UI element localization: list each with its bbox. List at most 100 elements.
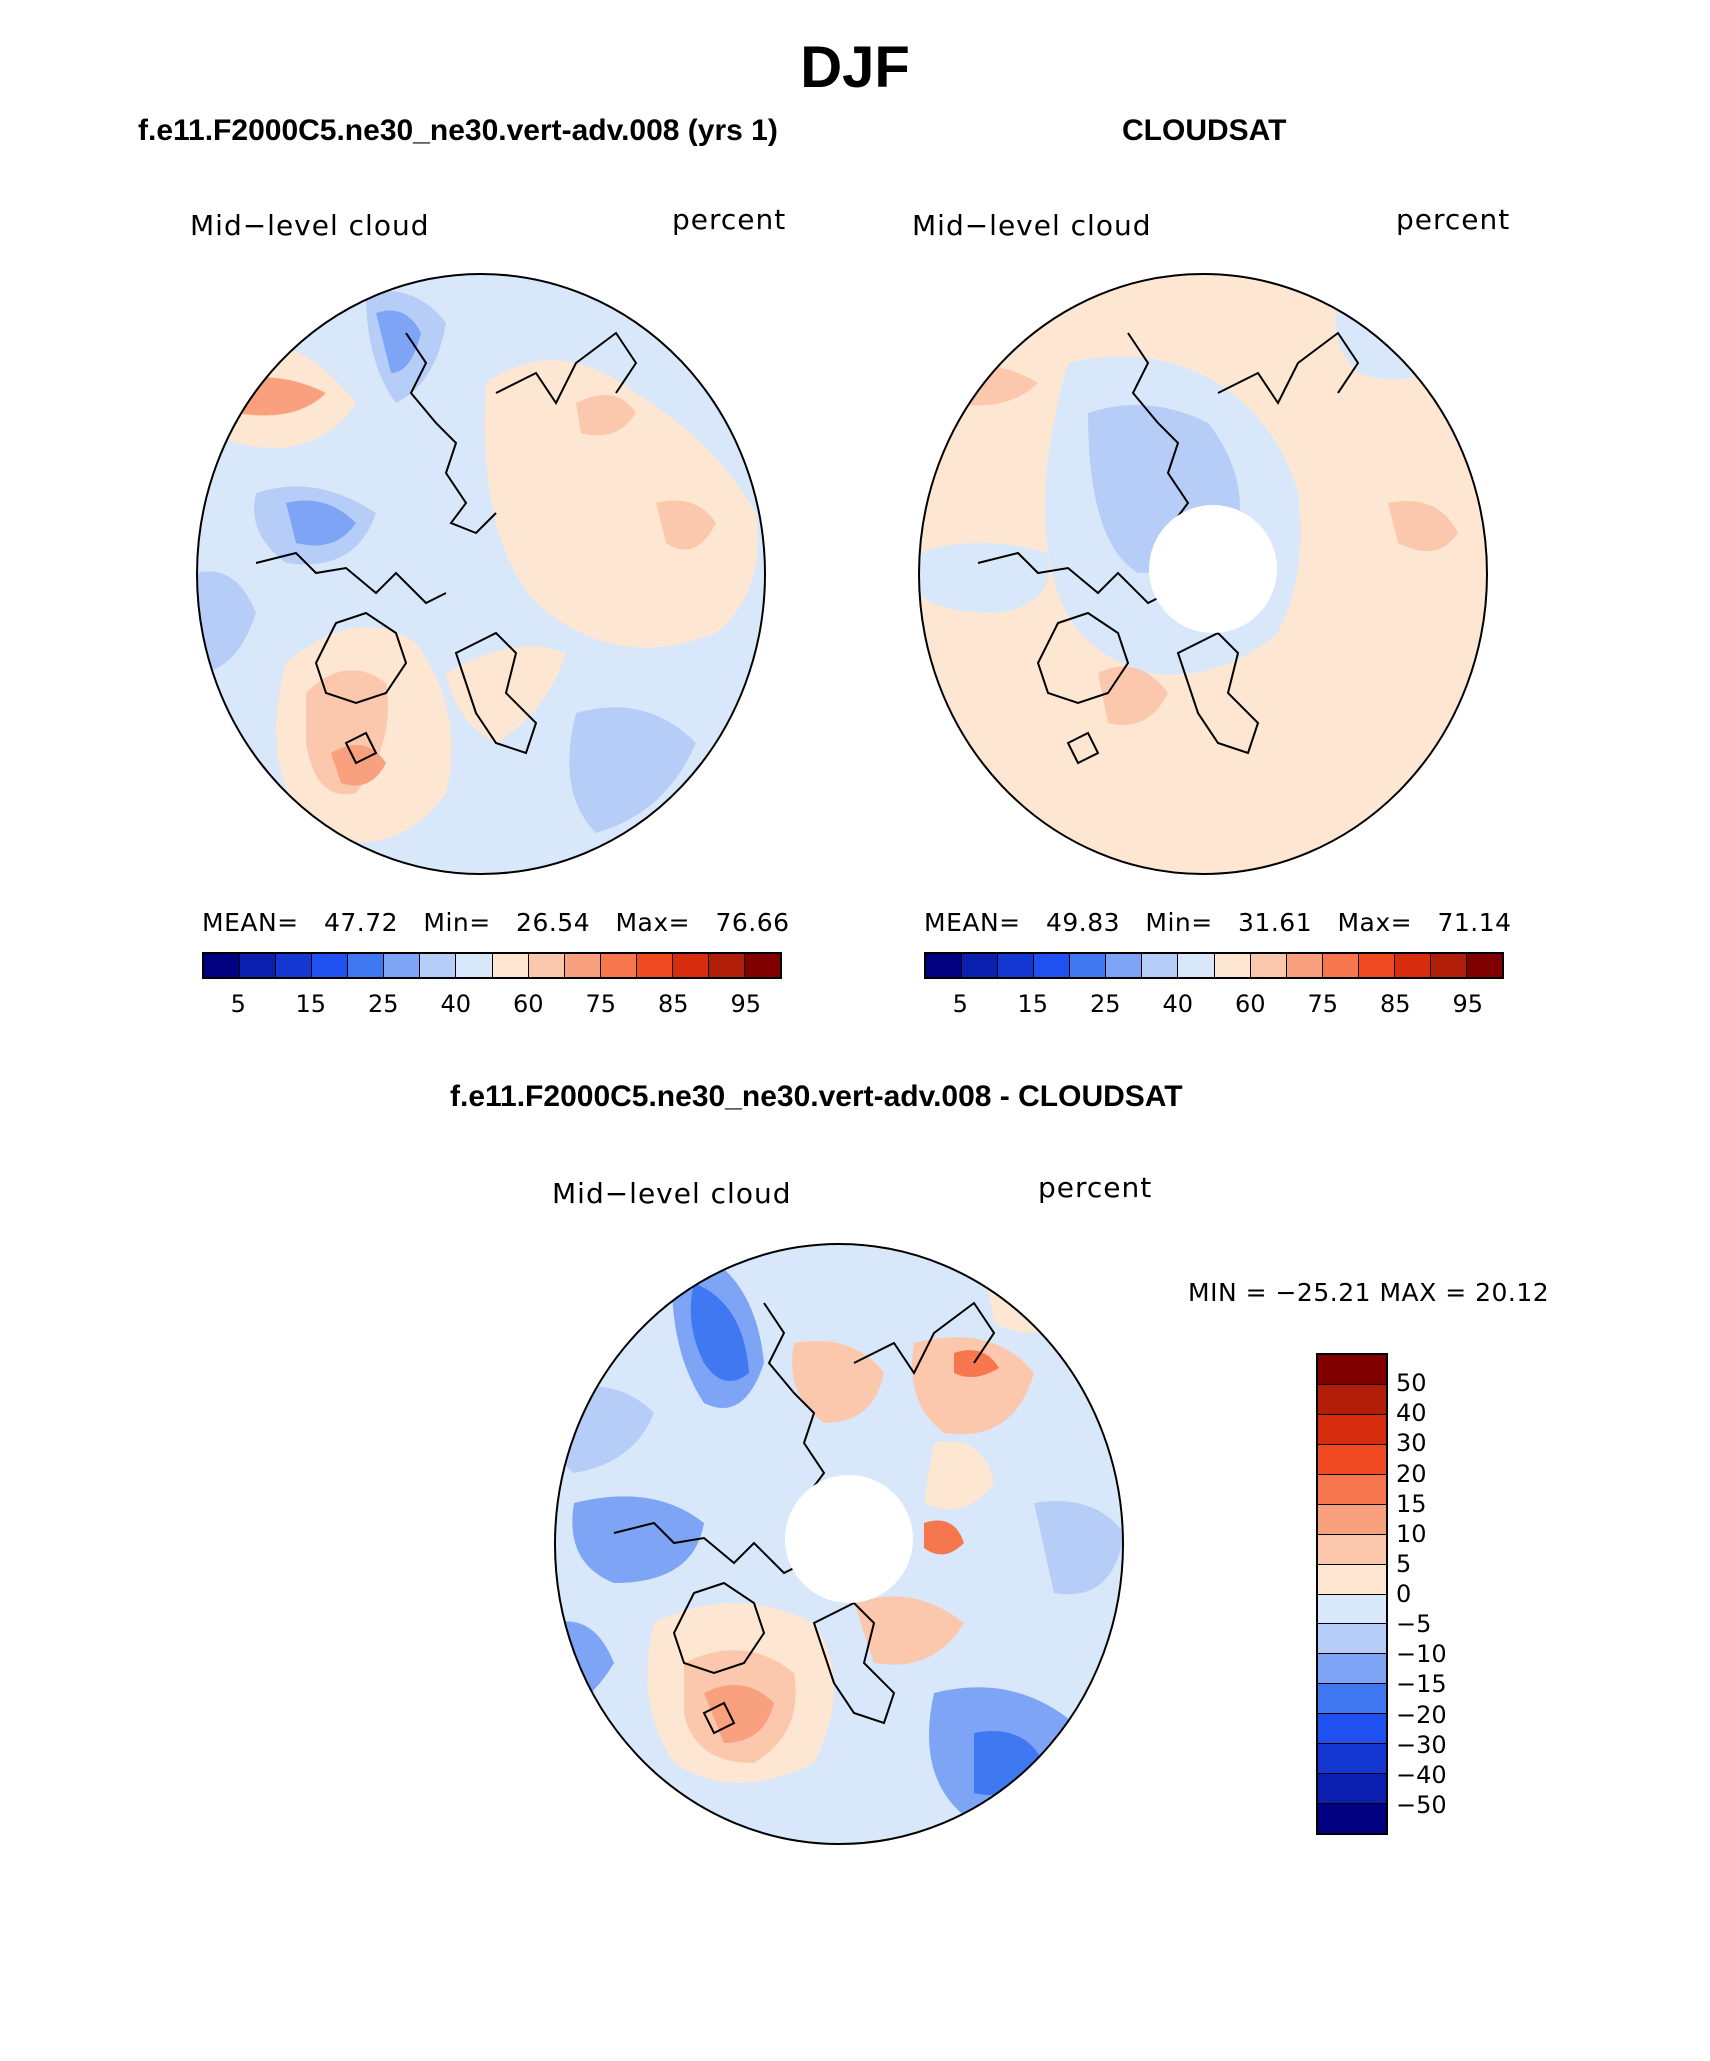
- panel-diff-title: f.e11.F2000C5.ne30_ne30.vert-adv.008 - C…: [450, 1080, 1183, 1113]
- panel-model-colorbar-tick-label: 25: [367, 990, 399, 1018]
- panel-model-mean-label: MEAN=: [202, 908, 299, 937]
- panel-model-colorbar-swatch: [348, 954, 385, 977]
- panel-model-colorbar-swatch: [564, 954, 601, 977]
- panel-diff-colorbar-tick-label: −50: [1396, 1790, 1447, 1819]
- panel-obs-colorbar-swatch: [1214, 954, 1251, 977]
- panel-obs-colorbar-tick-label: 60: [1234, 990, 1266, 1018]
- panel-model-units-label: percent: [672, 203, 787, 236]
- panel-diff-colorbar-swatch: [1318, 1654, 1386, 1685]
- panel-model-field: [197, 274, 765, 874]
- panel-diff-colorbar-tick-label: 50: [1396, 1369, 1427, 1398]
- panel-diff-colorbar-swatch: [1318, 1684, 1386, 1715]
- panel-obs-polar-map: [918, 273, 1488, 875]
- panel-diff-colorbar-tick-label: −20: [1396, 1700, 1447, 1729]
- panel-model-mean-value: 47.72: [323, 908, 399, 937]
- panel-model-colorbar-swatch: [492, 954, 529, 977]
- panel-model-colorbar-swatch: [636, 954, 673, 977]
- panel-obs-colorbar-swatch: [1142, 954, 1179, 977]
- panel-obs-colorbar-swatch: [926, 954, 963, 977]
- panel-model-map-border: [196, 273, 766, 875]
- panel-obs-min-value: 31.61: [1238, 908, 1313, 937]
- panel-model-colorbar: [202, 952, 782, 979]
- panel-obs-colorbar-swatch: [1466, 954, 1502, 977]
- panel-model-colorbar-tick-label: 85: [657, 990, 689, 1018]
- panel-obs-colorbar: [924, 952, 1504, 979]
- panel-obs-title: CLOUDSAT: [1122, 114, 1287, 147]
- panel-obs-units-label: percent: [1396, 203, 1511, 236]
- panel-diff-variable-label: Mid−level cloud: [552, 1177, 792, 1210]
- panel-model-coastlines: [255, 331, 638, 765]
- panel-diff-colorbar: [1316, 1353, 1388, 1835]
- panel-obs-colorbar-tick-label: 40: [1162, 990, 1194, 1018]
- panel-model-title: f.e11.F2000C5.ne30_ne30.vert-adv.008 (yr…: [138, 114, 778, 147]
- panel-diff-colorbar-swatch: [1318, 1534, 1386, 1565]
- panel-diff-colorbar-tick-label: 15: [1396, 1489, 1427, 1518]
- panel-model-polar-map: [196, 273, 766, 875]
- panel-obs-colorbar-swatch: [1070, 954, 1107, 977]
- panel-model-colorbar-swatch: [420, 954, 457, 977]
- panel-diff-map-border: [554, 1243, 1124, 1845]
- panel-model-colorbar-swatch: [384, 954, 421, 977]
- panel-model-colorbar-swatch: [528, 954, 565, 977]
- panel-diff-colorbar-tick-label: 0: [1396, 1580, 1412, 1608]
- panel-obs-colorbar-tick-label: 75: [1307, 990, 1339, 1018]
- panel-diff-colorbar-swatch: [1318, 1594, 1386, 1625]
- panel-obs-mean-value: 49.83: [1045, 908, 1121, 937]
- panel-diff-colorbar-swatch: [1318, 1355, 1386, 1385]
- panel-model-max-value: 76.66: [715, 908, 790, 937]
- panel-obs-max-value: 71.14: [1437, 908, 1512, 937]
- panel-diff-colorbar-swatch: [1318, 1804, 1386, 1833]
- panel-diff-colorbar-tick-label: −5: [1396, 1610, 1432, 1639]
- panel-model-colorbar-tick-label: 15: [295, 990, 327, 1018]
- panel-obs-coastlines: [977, 331, 1360, 765]
- panel-diff-colorbar-swatch: [1318, 1624, 1386, 1655]
- panel-diff-colorbar-swatch: [1318, 1474, 1386, 1505]
- panel-diff-colorbar-swatch: [1318, 1504, 1386, 1535]
- panel-model-colorbar-swatch: [204, 954, 241, 977]
- panel-diff-colorbar-tick-label: −40: [1396, 1760, 1447, 1789]
- panel-obs-colorbar-swatch: [1394, 954, 1431, 977]
- panel-obs-stats: MEAN= 49.83 Min= 31.61 Max= 71.14: [924, 908, 1512, 937]
- panel-obs-min-label: Min=: [1145, 908, 1213, 937]
- panel-diff-colorbar-tick-label: 5: [1396, 1549, 1412, 1578]
- panel-obs-polar-hole: [1149, 505, 1277, 633]
- panel-obs-colorbar-swatch: [1322, 954, 1359, 977]
- panel-obs-colorbar-swatch: [1358, 954, 1395, 977]
- panel-obs-mean-label: MEAN=: [924, 908, 1021, 937]
- panel-model-min-label: Min=: [423, 908, 491, 937]
- panel-obs-colorbar-tick-label: 95: [1452, 990, 1484, 1018]
- panel-obs-colorbar-tick-label: 15: [1017, 990, 1049, 1018]
- panel-model-colorbar-swatch: [456, 954, 493, 977]
- panel-model-colorbar-tick-label: 75: [585, 990, 617, 1018]
- panel-obs-colorbar-swatch: [1178, 954, 1215, 977]
- panel-diff-minmax: MIN = −25.21 MAX = 20.12: [1188, 1278, 1550, 1307]
- panel-diff-colorbar-tick-label: −30: [1396, 1730, 1447, 1759]
- panel-obs-colorbar-swatch: [1106, 954, 1143, 977]
- panel-model-colorbar-swatch: [708, 954, 745, 977]
- panel-diff-colorbar-swatch: [1318, 1444, 1386, 1475]
- panel-model-colorbar-swatch: [276, 954, 313, 977]
- panel-diff-colorbar-ticks: 50 40 30 20 15 10 5 0 −5 −10 −15 −20 −30 −40 −50: [1396, 1353, 1476, 1835]
- panel-diff-colorbar-swatch: [1318, 1384, 1386, 1415]
- figure-title: DJF: [800, 35, 910, 100]
- panel-diff-colorbar-swatch: [1318, 1564, 1386, 1595]
- panel-obs-colorbar-swatch: [1250, 954, 1287, 977]
- panel-obs-colorbar-swatch: [1430, 954, 1467, 977]
- panel-model-stats: MEAN= 47.72 Min= 26.54 Max= 76.66: [202, 908, 790, 937]
- panel-diff-colorbar-swatch: [1318, 1744, 1386, 1775]
- panel-model-variable-label: Mid−level cloud: [190, 209, 430, 242]
- panel-diff-colorbar-tick-label: 40: [1396, 1399, 1427, 1428]
- panel-model-colorbar-tick-label: 60: [512, 990, 544, 1018]
- panel-model-colorbar-swatch: [240, 954, 277, 977]
- panel-diff-colorbar-tick-label: 20: [1396, 1459, 1427, 1488]
- panel-obs-colorbar-swatch: [998, 954, 1035, 977]
- panel-model-colorbar-swatch: [312, 954, 349, 977]
- panel-model-colorbar-swatch: [744, 954, 780, 977]
- panel-diff-colorbar-swatch: [1318, 1714, 1386, 1745]
- panel-obs-max-label: Max=: [1337, 908, 1413, 937]
- panel-model-colorbar-tick-label: 95: [730, 990, 762, 1018]
- panel-obs-colorbar-tick-label: 5: [952, 990, 968, 1018]
- panel-model-max-label: Max=: [615, 908, 691, 937]
- panel-obs-map-border: [918, 273, 1488, 875]
- panel-diff-polar-hole: [785, 1475, 913, 1603]
